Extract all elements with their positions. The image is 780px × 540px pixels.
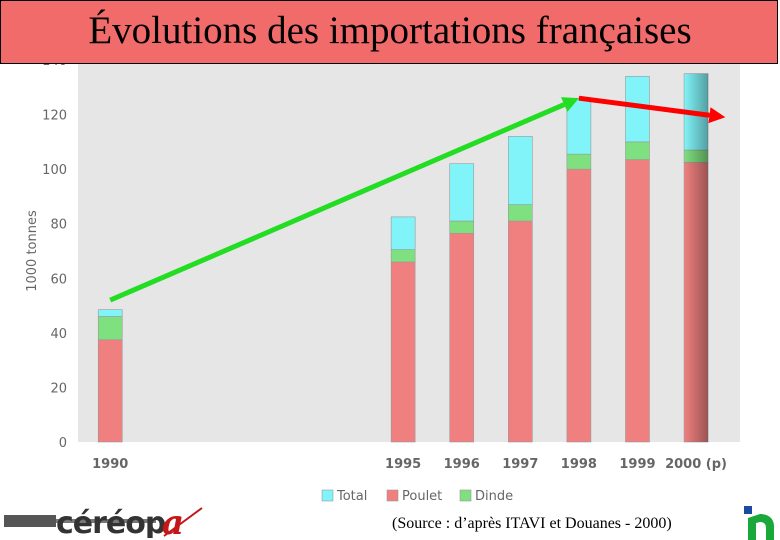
bar-poulet [508, 220, 533, 443]
x-tick-label: 2000 (p) [665, 457, 727, 472]
bar-poulet [566, 168, 592, 443]
y-axis: 020406080100120140 [42, 54, 67, 451]
bar-dinde [625, 141, 650, 160]
title-banner [0, 0, 778, 64]
bar-total [449, 163, 475, 222]
bar-dinde [97, 316, 123, 340]
bar-total [508, 136, 533, 205]
svg-text:a: a [162, 504, 184, 538]
svg-text:céréop: céréop [56, 506, 166, 538]
y-tick-label: 100 [42, 163, 67, 178]
bar-total [97, 309, 123, 317]
bar-dinde [449, 220, 475, 234]
x-tick-label: 1998 [561, 457, 597, 472]
bar-total [390, 216, 416, 250]
legend-label: Dinde [475, 489, 513, 504]
source-caption: (Source : d’après ITAVI et Douanes - 200… [392, 515, 672, 532]
bar-poulet [97, 339, 123, 443]
y-tick-label: 80 [50, 218, 67, 233]
trend-arrow-head [708, 107, 726, 124]
y-tick-label: 40 [50, 327, 67, 342]
y-tick-label: 20 [50, 381, 67, 396]
trend-arrow-head [561, 97, 579, 112]
x-tick-label: 1999 [619, 457, 655, 472]
trend-arrows [109, 95, 726, 303]
bar-dinde [390, 249, 416, 263]
legend-label: Poulet [402, 489, 442, 504]
y-tick-label: 0 [59, 436, 67, 451]
x-tick-label: 1997 [502, 457, 538, 472]
bar-dinde [508, 204, 533, 222]
bar-poulet [449, 232, 475, 443]
legend-swatch [321, 489, 334, 502]
bars [97, 73, 709, 443]
y-tick-label: 60 [50, 272, 67, 287]
bar-shade [684, 73, 709, 443]
itavi-logo [744, 506, 774, 540]
bar-dinde [566, 153, 592, 170]
x-tick-label: 1995 [385, 457, 421, 472]
legend-swatch [386, 489, 399, 502]
legend: Total Poulet Dinde [321, 489, 513, 504]
x-axis: 1990 1995 1996 1997 1998 1999 2000 (p) [92, 457, 727, 472]
cereopa-logo: céréop a [4, 504, 203, 538]
trend-arrow-line [109, 102, 566, 303]
legend-label: Total [336, 489, 367, 504]
trend-arrow-line [578, 95, 710, 118]
y-axis-label: 1000 tonnes [25, 210, 40, 292]
x-tick-label: 1990 [92, 457, 128, 472]
legend-swatch [459, 489, 472, 502]
page-title: Évolutions des importations françaises [88, 9, 692, 52]
bar-poulet [390, 261, 416, 443]
bar-poulet [625, 159, 650, 443]
y-tick-label: 120 [42, 109, 67, 124]
x-tick-label: 1996 [444, 457, 480, 472]
